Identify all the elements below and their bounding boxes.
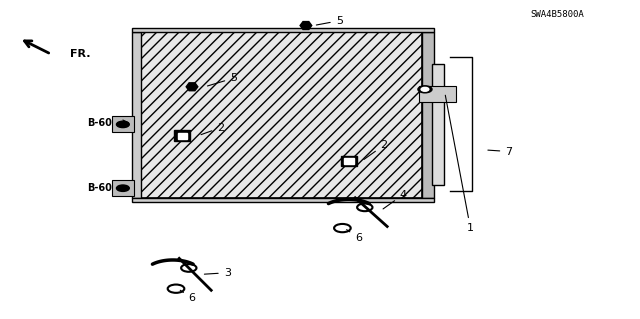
Bar (112, 116, 134, 132)
Text: 7: 7 (488, 146, 513, 157)
Bar (112, 180, 134, 196)
Circle shape (116, 121, 129, 128)
Text: 4: 4 (383, 189, 407, 209)
Bar (177, 132, 187, 139)
Text: B-60: B-60 (87, 118, 112, 128)
Text: SWA4B5800A: SWA4B5800A (530, 10, 584, 19)
Bar (341, 156, 357, 166)
Polygon shape (300, 22, 312, 29)
Text: 5: 5 (207, 73, 237, 86)
Circle shape (116, 185, 129, 191)
Circle shape (418, 86, 432, 93)
Bar (141, 32, 422, 198)
Bar (132, 198, 434, 202)
Text: 2: 2 (364, 140, 388, 160)
Bar (422, 32, 434, 198)
Text: 3: 3 (204, 268, 230, 278)
Polygon shape (186, 83, 198, 91)
Bar (419, 86, 456, 102)
Bar (132, 32, 141, 198)
Text: FR.: FR. (70, 49, 91, 59)
Bar (132, 28, 434, 32)
Text: 6: 6 (347, 230, 362, 243)
Text: 2: 2 (201, 122, 225, 135)
Circle shape (421, 87, 429, 91)
Text: 6: 6 (180, 290, 195, 303)
Bar (174, 130, 191, 141)
Bar (432, 64, 444, 185)
Text: 1: 1 (445, 95, 474, 233)
Text: 5: 5 (316, 16, 342, 26)
Bar (344, 158, 354, 164)
Text: B-60: B-60 (87, 183, 112, 193)
